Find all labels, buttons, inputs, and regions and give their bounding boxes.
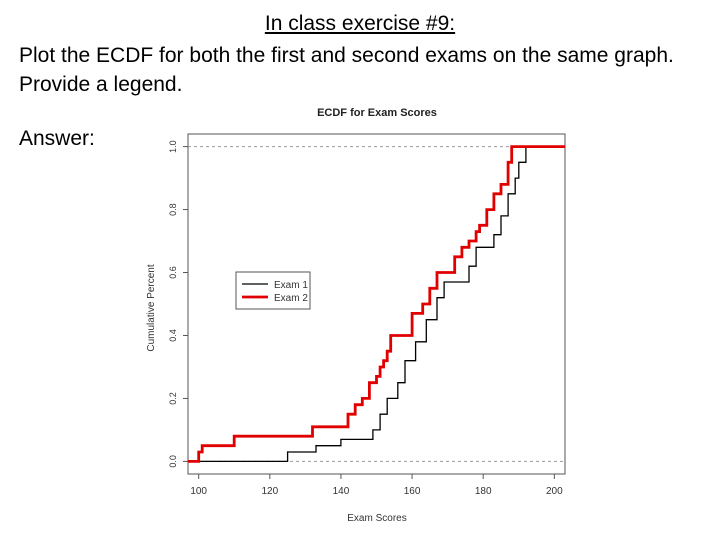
x-axis-label: Exam Scores	[347, 513, 406, 524]
y-tick-label: 0.8	[168, 203, 178, 216]
legend-label: Exam 2	[274, 293, 308, 304]
y-tick-label: 0.4	[168, 329, 178, 342]
y-axis-label: Cumulative Percent	[146, 264, 157, 351]
plot-frame	[187, 133, 566, 475]
chart-title: ECDF for Exam Scores	[317, 107, 437, 119]
answer-label: Answer:	[19, 127, 95, 150]
series-line-exam-2	[188, 145, 565, 463]
x-tick-label: 100	[190, 486, 207, 497]
series-line-exam-1	[188, 145, 565, 463]
legend-box	[235, 271, 311, 310]
slide-title: In class exercise #9:	[264, 12, 456, 35]
y-tick-label: 0.0	[168, 455, 178, 468]
x-tick-label: 180	[475, 486, 492, 497]
x-tick-label: 140	[333, 486, 350, 497]
ecdf-chart: ECDF for Exam Scores Exam Scores Cumulat…	[146, 107, 566, 524]
slide-instructions: Plot the ECDF for both the first and sec…	[19, 44, 674, 96]
y-tick-label: 1.0	[168, 140, 178, 153]
legend: Exam 1 Exam 2	[235, 271, 311, 310]
x-tick-label: 200	[546, 486, 563, 497]
y-tick-label: 0.6	[168, 266, 178, 279]
x-tick-label: 160	[404, 486, 421, 497]
x-tick-label: 120	[261, 486, 278, 497]
legend-label: Exam 1	[274, 280, 308, 291]
y-tick-label: 0.2	[168, 392, 178, 405]
